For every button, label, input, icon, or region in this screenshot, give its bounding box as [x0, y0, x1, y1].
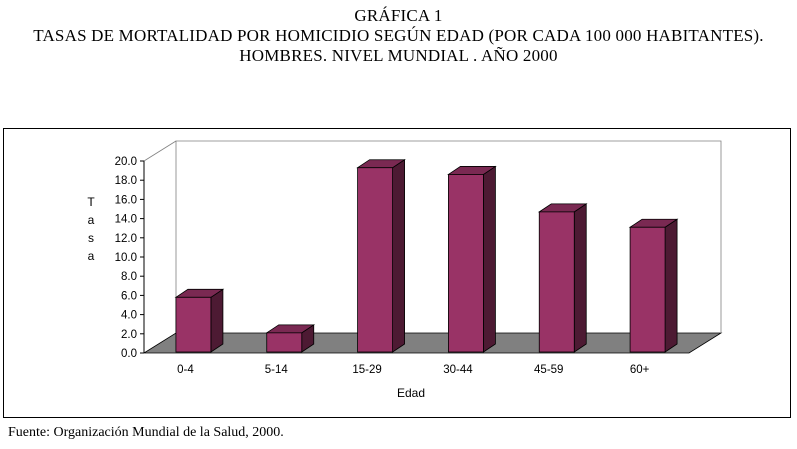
y-tick-label: 8.0: [121, 271, 137, 283]
y-axis-label-letter: T: [87, 195, 95, 209]
figure-number: GRÁFICA 1: [354, 6, 443, 25]
bar-side: [664, 218, 678, 353]
chart-back-wall: [175, 140, 722, 333]
y-axis-label-letter: s: [88, 231, 94, 245]
bar-side: [573, 203, 587, 353]
chart-side-wall-edge: [143, 140, 177, 162]
bar: [357, 167, 393, 353]
source-note: Fuente: Organización Mundial de la Salud…: [8, 425, 284, 440]
y-axis-label-letter: a: [88, 249, 95, 263]
bar-side: [210, 288, 224, 353]
y-tick-label: 18.0: [115, 175, 137, 187]
bar-side: [392, 158, 405, 353]
y-axis-label-letter: a: [88, 213, 95, 227]
bar: [175, 296, 212, 353]
y-tick-label: 16.0: [115, 194, 137, 206]
x-tick-label: 5-14: [265, 364, 289, 376]
y-tick-label: 20.0: [115, 156, 137, 168]
bar: [266, 332, 303, 353]
chart-frame: 0.0 2.0 4.0 6.0 8.0 10.0 12.0 14.0 16.0 18.0 20.0 T…: [3, 128, 791, 418]
y-tick-label: 10.0: [115, 252, 137, 264]
y-tick-label: 2.0: [121, 329, 137, 341]
bar: [629, 226, 666, 353]
chart-subtitle: HOMBRES. NIVEL MUNDIAL . AÑO 2000: [239, 46, 558, 65]
x-tick-label: 15-29: [352, 364, 381, 376]
bar-side: [483, 165, 496, 353]
y-tick-label: 6.0: [121, 290, 137, 302]
x-tick-label: 60+: [630, 364, 650, 376]
bar-chart: 0.0 2.0 4.0 6.0 8.0 10.0 12.0 14.0 16.0 18.0 20.0 T…: [87, 140, 723, 400]
y-tick-label: 0.0: [121, 348, 137, 360]
y-tick-label: 14.0: [115, 214, 137, 226]
x-axis-label: Edad: [397, 386, 425, 400]
y-tick-label: 4.0: [121, 310, 137, 322]
chart-title-block: GRÁFICA 1 TASAS DE MORTALIDAD POR HOMICI…: [0, 6, 797, 66]
y-tick-label: 12.0: [115, 233, 137, 245]
x-tick-label: 0-4: [177, 364, 194, 376]
x-tick-label: 30-44: [443, 364, 473, 376]
chart-title: TASAS DE MORTALIDAD POR HOMICIDIO SEGÚN …: [33, 26, 764, 45]
bar: [448, 174, 484, 353]
x-tick-label: 45-59: [534, 364, 563, 376]
bar: [538, 211, 575, 353]
